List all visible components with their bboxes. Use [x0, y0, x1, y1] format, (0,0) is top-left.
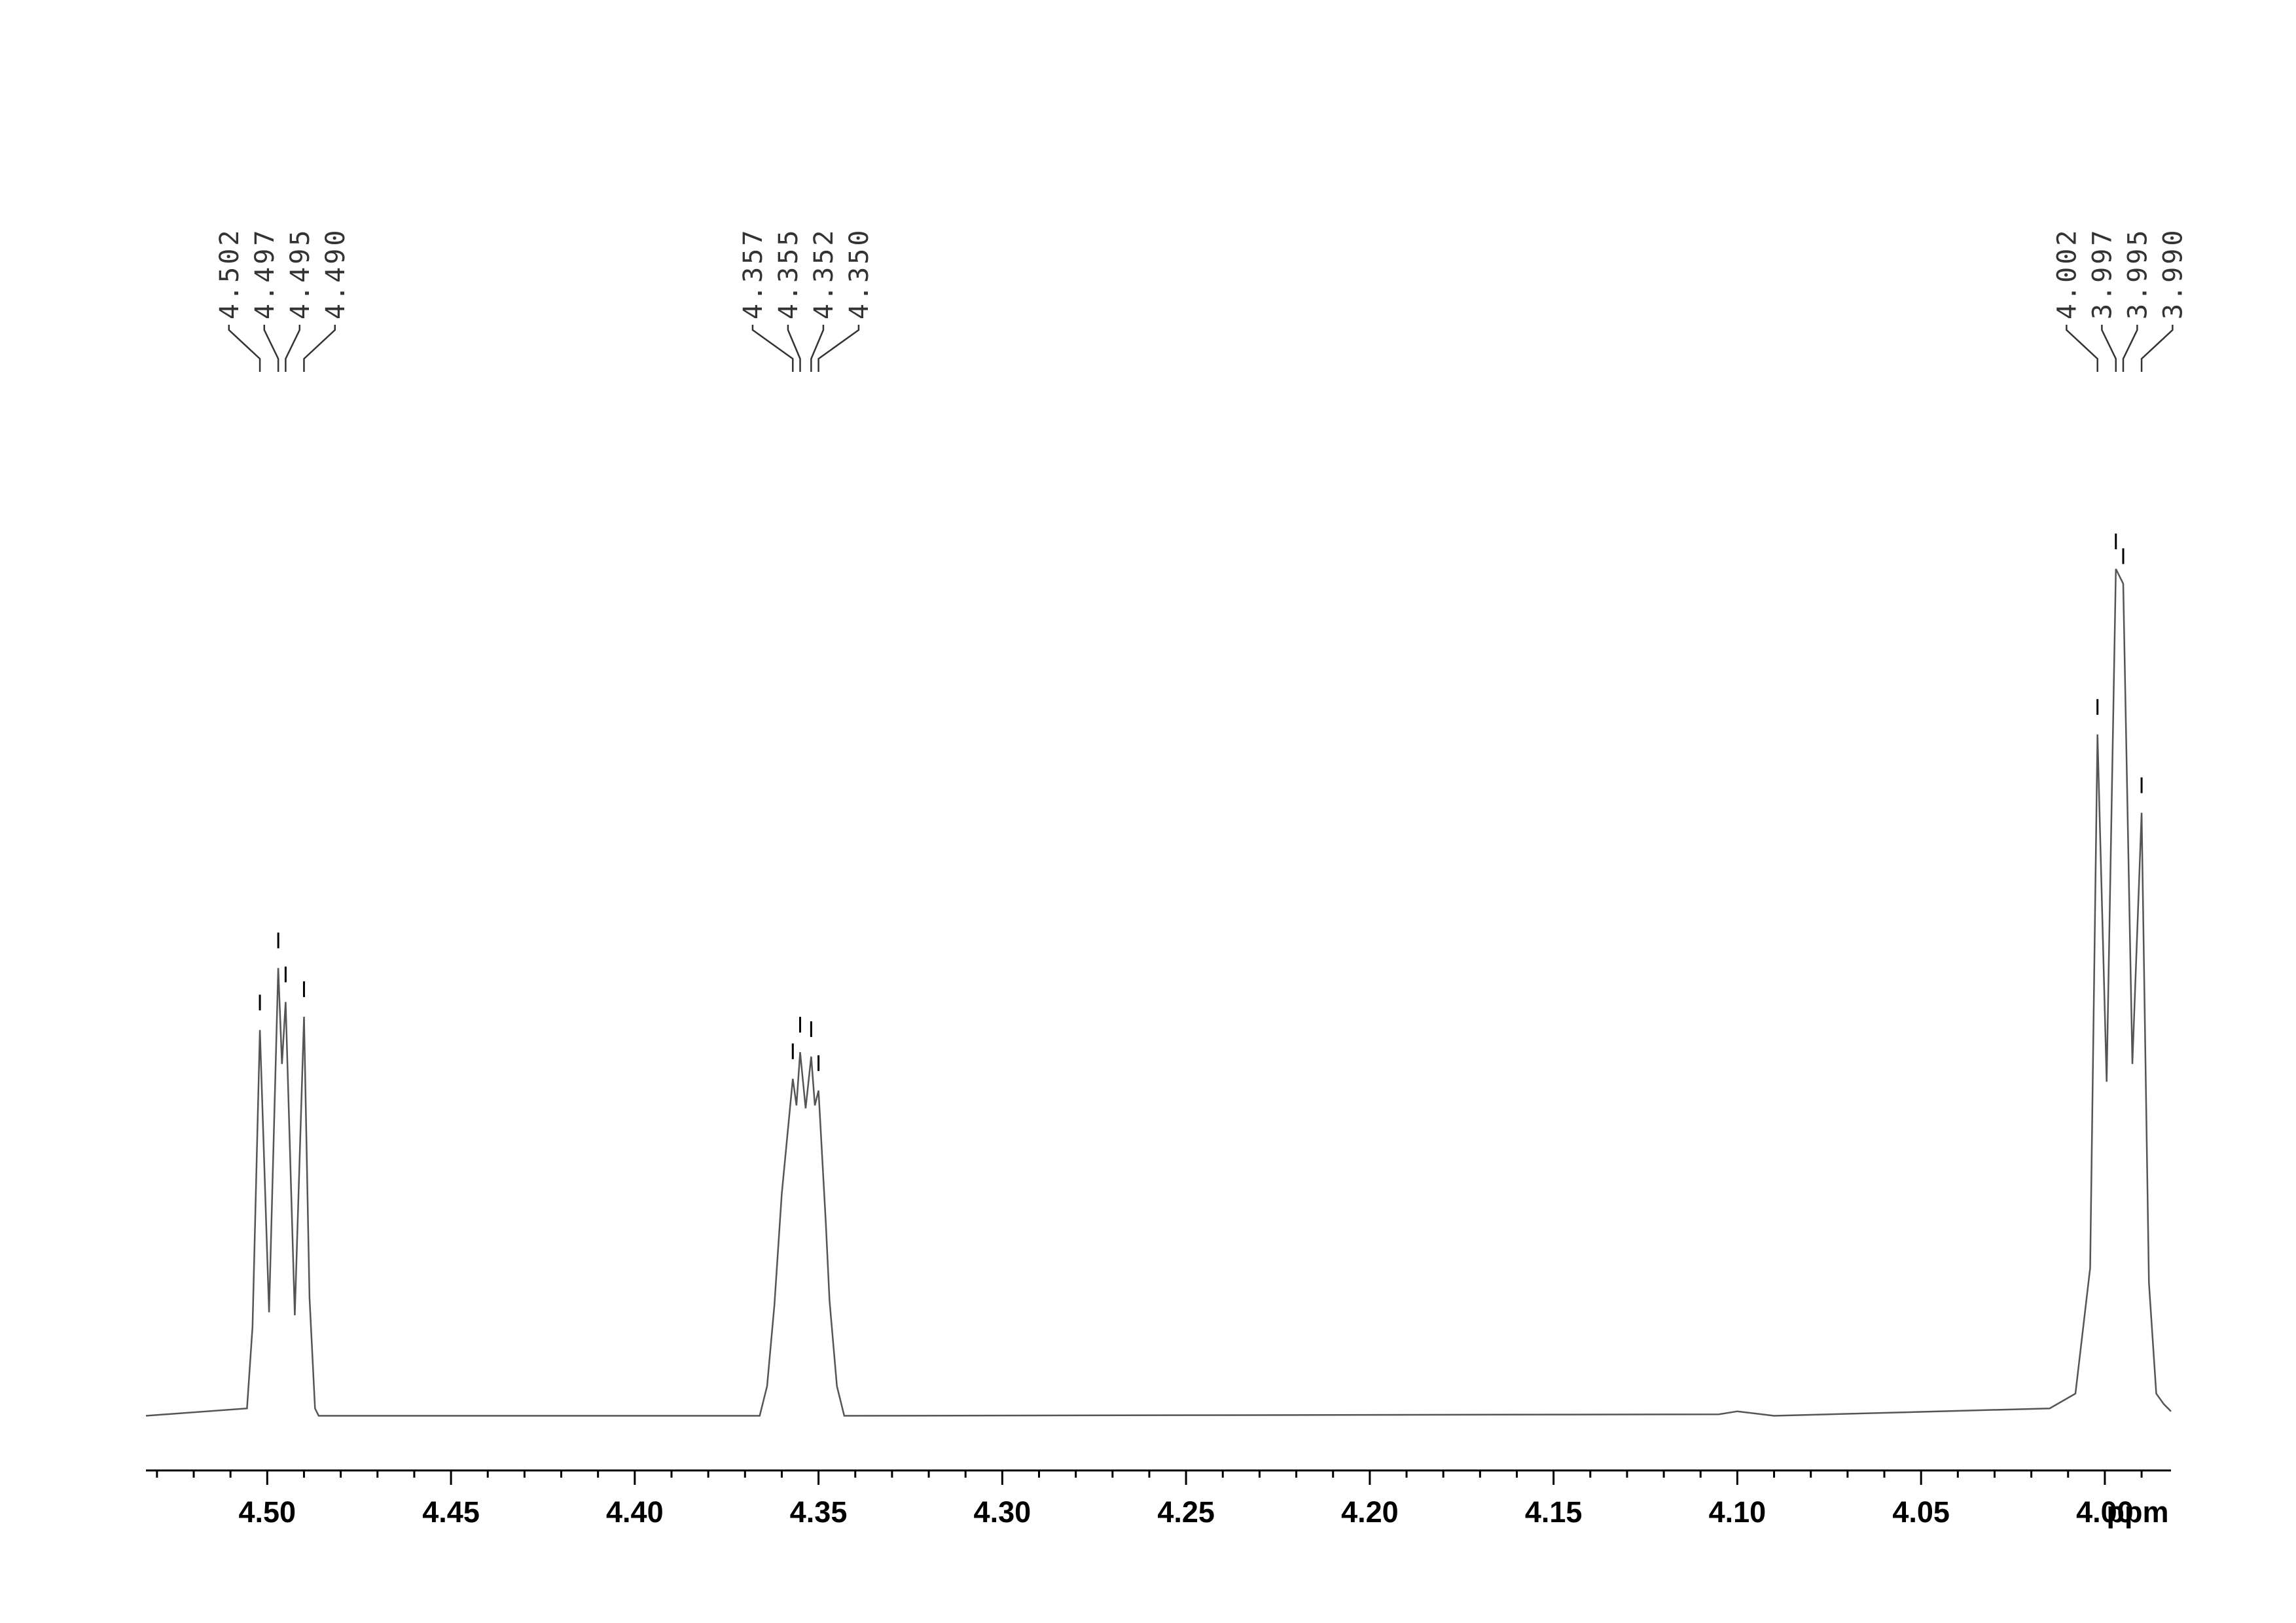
x-tick-label: 4.20 — [1341, 1495, 1399, 1529]
spectrum-line — [145, 568, 2172, 1417]
x-tick-label: 4.25 — [1157, 1495, 1215, 1529]
x-tick-label: 4.45 — [422, 1495, 480, 1529]
peak-connector — [263, 325, 279, 372]
x-tick-label: 4.50 — [239, 1495, 296, 1529]
peak-label: 3.997 — [2087, 228, 2117, 319]
peak-label: 4.357 — [738, 228, 768, 319]
x-tick-label: 4.10 — [1709, 1495, 1767, 1529]
peak-label: 4.495 — [285, 228, 315, 319]
peak-label: 4.497 — [250, 228, 280, 319]
peak-connector — [2066, 325, 2098, 372]
x-tick-label: 4.15 — [1525, 1495, 1583, 1529]
peak-connector — [817, 325, 860, 372]
x-axis-label: ppm — [2107, 1495, 2169, 1529]
peak-label: 4.490 — [321, 228, 351, 319]
x-tick-label: 4.30 — [974, 1495, 1031, 1529]
peak-label: 4.355 — [774, 228, 804, 319]
peak-label: 4.502 — [215, 228, 245, 319]
peak-connector — [810, 325, 825, 372]
peak-connector — [751, 325, 794, 372]
peak-label: 4.352 — [809, 228, 839, 319]
x-tick-label: 4.05 — [1892, 1495, 1950, 1529]
peak-connector — [2122, 325, 2138, 372]
x-tick-label: 4.40 — [606, 1495, 664, 1529]
peak-label: 4.350 — [844, 228, 874, 319]
x-tick-label: 4.35 — [790, 1495, 848, 1529]
peak-connector — [303, 325, 336, 372]
peak-label: 3.990 — [2158, 228, 2188, 319]
peak-label: 4.002 — [2052, 228, 2082, 319]
x-tick-label: 4.00 — [2076, 1495, 2134, 1529]
peak-connector — [285, 325, 301, 372]
peak-connector — [2101, 325, 2117, 372]
peak-connector — [228, 325, 261, 372]
peak-label: 3.995 — [2123, 228, 2153, 319]
peak-connector — [787, 325, 801, 372]
peak-connector — [2140, 325, 2174, 372]
